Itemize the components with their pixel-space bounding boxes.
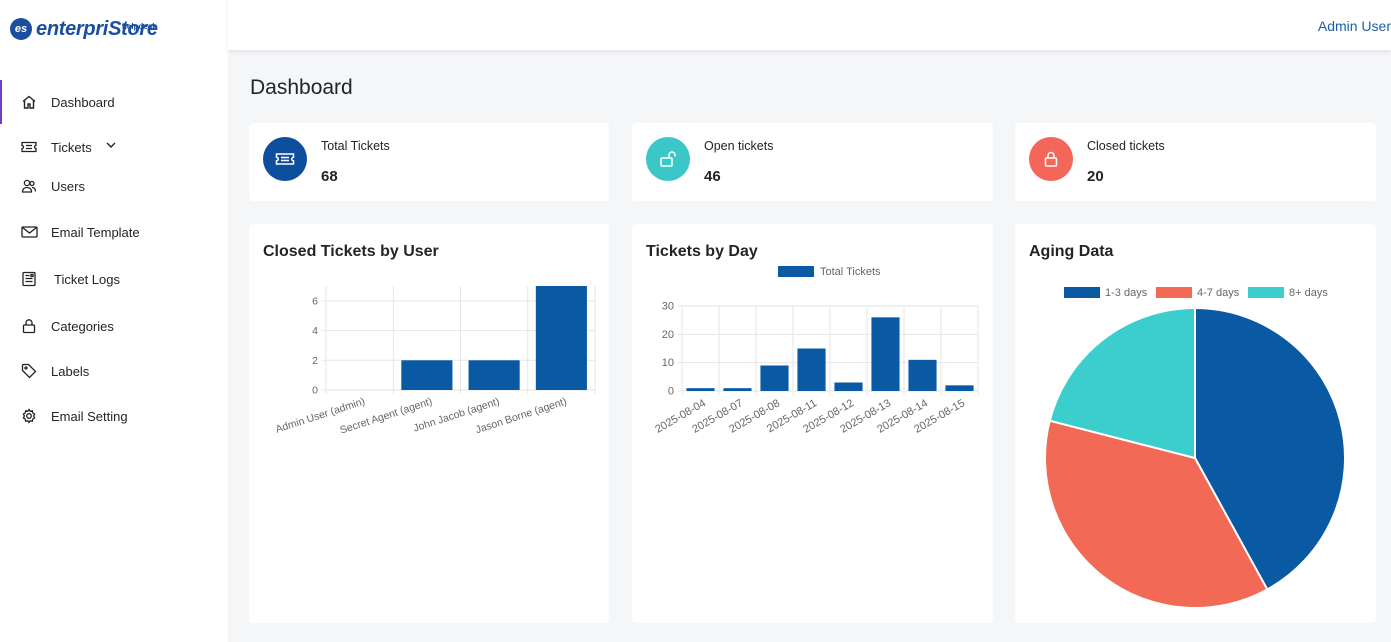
chart-title: Tickets by Day [646, 243, 758, 260]
bar [834, 382, 863, 391]
bar [468, 360, 520, 390]
users-icon [20, 177, 38, 195]
bar [401, 360, 453, 390]
pie-chart-aging: 1-3 days 4-7 days 8+ days [1044, 287, 1346, 609]
stat-value: 20 [1087, 168, 1104, 185]
logo-text: enterpriStore [36, 18, 158, 40]
sidebar-item-users[interactable]: Users [0, 164, 228, 208]
stat-card-total: Total Tickets 68 [249, 123, 609, 201]
ticket-icon [263, 137, 307, 181]
chart-title: Closed Tickets by User [263, 243, 439, 260]
sidebar-item-email-template[interactable]: Email Template [0, 210, 228, 254]
sidebar-item-dashboard[interactable]: Dashboard [0, 80, 228, 124]
sidebar-item-email-setting[interactable]: Email Setting [0, 394, 228, 438]
user-menu[interactable]: Admin User [1317, 18, 1391, 34]
top-bar: Admin User [228, 0, 1391, 50]
y-tick-label: 30 [662, 301, 674, 313]
sidebar-item-label: Categories [51, 318, 114, 334]
bar [945, 385, 974, 391]
legend-swatch [778, 266, 814, 277]
y-tick-label: 2 [312, 355, 318, 367]
lock-icon [20, 317, 38, 335]
pie-slice [1048, 306, 1196, 460]
chart-title: Aging Data [1029, 243, 1114, 260]
bar [723, 388, 752, 391]
stat-value: 68 [321, 168, 338, 185]
y-tick-label: 0 [668, 386, 674, 398]
stat-card-open: Open tickets 46 [632, 123, 993, 201]
lock-icon [1029, 137, 1073, 181]
legend-label: 1-3 days [1105, 287, 1148, 299]
sidebar-item-ticket-logs[interactable]: Ticket Logs [0, 257, 228, 301]
stat-card-closed: Closed tickets 20 [1015, 123, 1376, 201]
logs-icon [20, 270, 38, 288]
stat-label: Closed tickets [1087, 139, 1165, 153]
legend-swatch [1156, 287, 1192, 298]
legend-item: 4-7 days [1156, 287, 1240, 299]
page-title: Dashboard [250, 76, 353, 99]
legend-item: 1-3 days [1064, 287, 1148, 299]
sidebar-item-label: Email Template [51, 224, 140, 240]
sidebar-item-label: Users [51, 178, 85, 194]
legend-label: Total Tickets [820, 266, 881, 278]
logo-subtitle: helpdesk [122, 22, 157, 31]
bar-chart-by-day: 01020302025-08-042025-08-072025-08-08202… [653, 266, 979, 436]
sidebar-item-tickets[interactable]: Tickets [0, 125, 228, 169]
tag-icon [20, 362, 38, 380]
brand-logo[interactable]: es enterpriStore [10, 14, 158, 44]
ticket-icon [20, 138, 38, 156]
legend-label: 4-7 days [1197, 287, 1240, 299]
bar [535, 286, 587, 390]
y-tick-label: 0 [312, 385, 318, 397]
sidebar-item-label: Dashboard [51, 94, 115, 110]
bar [871, 317, 900, 391]
envelope-icon [20, 223, 38, 241]
sidebar-item-label: Tickets [51, 139, 92, 155]
sidebar-item-label: Ticket Logs [54, 271, 120, 287]
pie-slice [1194, 306, 1346, 591]
bar [686, 388, 715, 391]
legend-swatch [1064, 287, 1100, 298]
sidebar: es enterpriStore helpdesk Dashboard Tick… [0, 0, 228, 642]
bar [797, 348, 826, 391]
gear-icon [20, 407, 38, 425]
legend-item: 8+ days [1248, 287, 1328, 299]
chart-legend: Total Tickets [778, 266, 881, 278]
y-tick-label: 4 [312, 325, 318, 337]
y-tick-label: 10 [662, 357, 674, 369]
sidebar-item-label: Email Setting [51, 408, 128, 424]
chart-card-by-day: Tickets by Day 0 10 20 30 2025-08-04 2025-08-… [632, 224, 993, 623]
unlock-icon [646, 137, 690, 181]
legend-label: 8+ days [1289, 287, 1328, 299]
chart-card-aging: Aging Data 1-3 days 4-7 days 8+ days [1015, 224, 1376, 623]
stat-label: Total Tickets [321, 139, 390, 153]
bar [908, 359, 937, 391]
stat-label: Open tickets [704, 139, 774, 153]
y-tick-label: 6 [312, 295, 318, 307]
sidebar-item-label: Labels [51, 363, 90, 379]
logo-badge: es [10, 18, 32, 40]
chart-card-closed-by-user: Closed Tickets by User 0 2 4 6 Admin User (a… [249, 224, 609, 623]
sidebar-item-categories[interactable]: Categories [0, 304, 228, 348]
home-icon [20, 93, 38, 111]
chevron-down-icon[interactable] [105, 139, 117, 154]
legend-swatch [1248, 287, 1284, 298]
sidebar-item-labels[interactable]: Labels [0, 349, 228, 393]
pie-slice [1044, 419, 1269, 609]
stat-value: 46 [704, 168, 721, 185]
bar [760, 365, 789, 391]
y-tick-label: 20 [662, 329, 674, 341]
